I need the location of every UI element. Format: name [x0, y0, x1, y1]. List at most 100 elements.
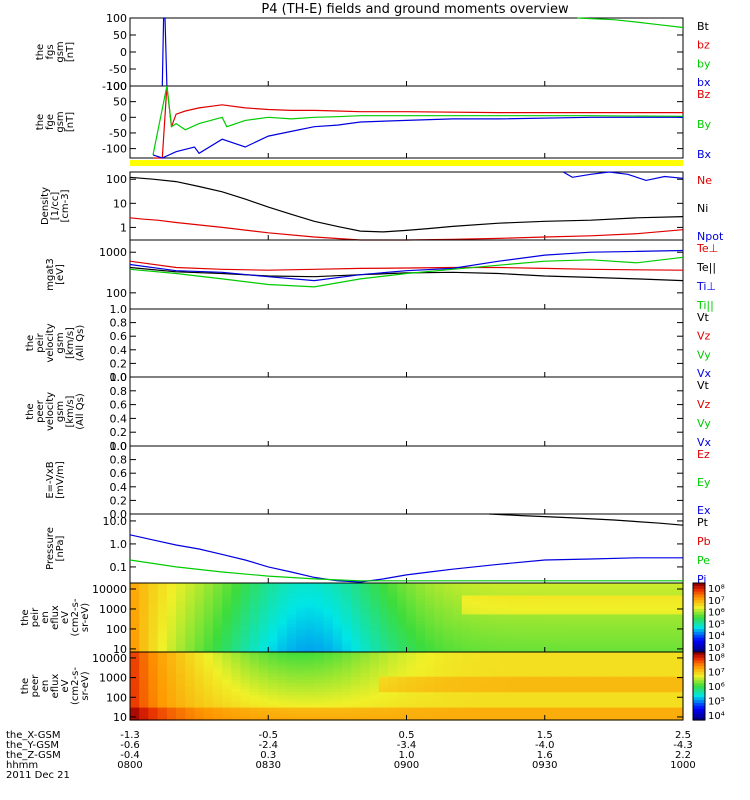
spectrogram-cell: [498, 676, 509, 681]
spectrogram-cell: [268, 692, 279, 696]
spectrogram-cell: [295, 686, 306, 690]
spectrogram-cell: [295, 589, 306, 593]
spectrogram-cell: [434, 639, 444, 644]
y-axis-label: mgat3: [45, 258, 56, 291]
spectrogram-cell: [212, 598, 223, 603]
spectrogram-cell: [563, 608, 573, 612]
y-tick-label: 0.2: [110, 494, 128, 507]
spectrogram-cell: [498, 636, 509, 640]
spectrogram-cell: [489, 689, 500, 693]
spectrogram-cell: [369, 676, 380, 681]
spectrogram-cell: [332, 664, 343, 669]
spectrogram-cell: [369, 707, 380, 712]
spectrogram-cell: [471, 664, 481, 669]
spectrogram-cell: [563, 642, 573, 647]
spectrogram-cell: [203, 695, 214, 699]
spectrogram-cell: [655, 636, 666, 640]
spectrogram-cell: [176, 608, 186, 612]
spectrogram-cell: [212, 648, 223, 653]
spectrogram-cell: [240, 673, 251, 678]
spectrogram-cell: [130, 633, 140, 637]
spectrogram-cell: [222, 658, 232, 662]
spectrogram-cell: [240, 652, 251, 656]
spectrogram-cell: [627, 658, 638, 662]
spectrogram-cell: [351, 595, 361, 600]
spectrogram-cell: [480, 670, 490, 675]
spectrogram-cell: [618, 689, 629, 693]
spectrogram-cell: [535, 713, 546, 718]
spectrogram-cell: [203, 704, 214, 709]
spectrogram-cell: [148, 617, 159, 622]
spectrogram-cell: [268, 623, 279, 628]
spectrogram-cell: [176, 645, 186, 650]
spectrogram-cell: [203, 664, 214, 669]
spectrogram-cell: [461, 648, 472, 653]
spectrogram-cell: [434, 679, 444, 684]
y-axis-label: peer: [35, 399, 46, 423]
spectrogram-cell: [664, 608, 675, 612]
spectrogram-cell: [471, 598, 481, 603]
spectrogram-cell: [139, 595, 149, 600]
spectrogram-cell: [240, 614, 251, 619]
spectrogram-cell: [332, 673, 343, 678]
spectrogram-cell: [323, 658, 334, 662]
spectrogram-cell: [295, 583, 306, 587]
spectrogram-cell: [388, 614, 398, 619]
spectrogram-cell: [277, 692, 288, 696]
spectrogram-cell: [231, 623, 242, 628]
spectrogram-cell: [618, 670, 629, 675]
spectrogram-cell: [627, 707, 638, 712]
spectrogram-cell: [655, 701, 666, 706]
spectrogram-cell: [590, 608, 601, 612]
spectrogram-cell: [249, 667, 260, 672]
spectrogram-cell: [342, 633, 352, 637]
spectrogram-cell: [203, 586, 214, 590]
spectrogram-cell: [268, 673, 279, 678]
spectrogram-cell: [130, 617, 140, 622]
spectrogram-cell: [369, 667, 380, 672]
spectrogram-cell: [148, 652, 159, 656]
spectrogram-cell: [314, 611, 325, 615]
spectrogram-cell: [277, 636, 288, 640]
spectrogram-cell: [480, 608, 490, 612]
colorbar-segment: [693, 697, 705, 701]
spectrogram-cell: [406, 710, 417, 715]
spectrogram-cell: [581, 608, 592, 612]
y-axis-label: gsm: [55, 332, 66, 353]
spectrogram-cell: [268, 633, 279, 637]
spectrogram-cell: [452, 630, 463, 634]
spectrogram-cell: [489, 598, 500, 603]
spectrogram-cell: [388, 583, 398, 587]
spectrogram-cell: [526, 645, 537, 650]
spectrogram-cell: [434, 601, 444, 606]
spectrogram-cell: [452, 676, 463, 681]
spectrogram-cell: [581, 664, 592, 669]
spectrogram-cell: [424, 658, 435, 662]
spectrogram-cell: [554, 676, 564, 681]
spectrogram-cell: [332, 633, 343, 637]
spectrogram-cell: [673, 686, 684, 690]
spectrogram-cell: [526, 707, 537, 712]
spectrogram-cell: [222, 605, 232, 609]
spectrogram-cell: [452, 652, 463, 656]
spectrogram-cell: [388, 589, 398, 593]
spectrogram-cell: [498, 695, 509, 699]
spectrogram-cell: [507, 586, 518, 590]
spectrogram-cell: [360, 664, 371, 669]
spectrogram-cell: [139, 652, 149, 656]
spectrogram-cell: [139, 623, 149, 628]
spectrogram-cell: [240, 664, 251, 669]
spectrogram-cell: [305, 614, 315, 619]
spectrogram-cell: [415, 713, 426, 718]
spectrogram-cell: [609, 626, 620, 631]
spectrogram-cell: [489, 716, 500, 721]
spectrogram-cell: [397, 595, 408, 600]
spectrogram-cell: [378, 642, 389, 647]
spectrogram-cell: [148, 608, 159, 612]
spectrogram-cell: [369, 704, 380, 709]
spectrogram-cell: [249, 589, 260, 593]
spectrogram-cell: [351, 623, 361, 628]
spectrogram-cell: [434, 676, 444, 681]
spectrogram-cell: [277, 710, 288, 715]
